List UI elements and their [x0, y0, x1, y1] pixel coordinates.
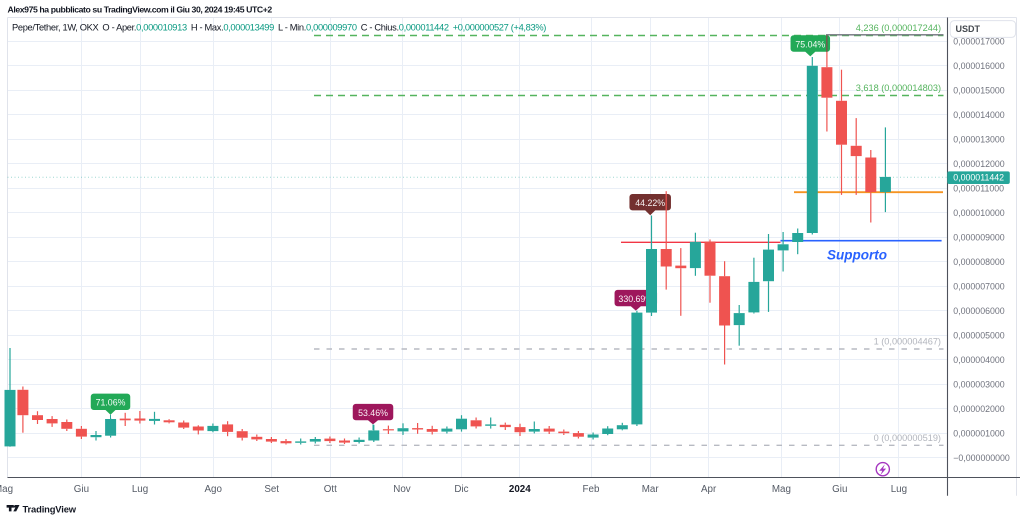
svg-text:Mag: Mag	[772, 484, 791, 495]
svg-text:0,000007000: 0,000007000	[953, 281, 1004, 291]
svg-text:0,000005000: 0,000005000	[953, 330, 1004, 340]
svg-text:Lug: Lug	[891, 484, 907, 495]
svg-text:Alex975 ha pubblicato su Tradi: Alex975 ha pubblicato su TradingView.com…	[8, 4, 273, 14]
svg-text:USDT: USDT	[956, 24, 981, 34]
svg-text:0,000008000: 0,000008000	[953, 257, 1004, 267]
svg-text:Nov: Nov	[393, 484, 411, 495]
svg-text:0,000013000: 0,000013000	[953, 134, 1004, 144]
svg-text:TradingView: TradingView	[23, 503, 77, 514]
svg-text:1 (0,000004467): 1 (0,000004467)	[874, 337, 941, 347]
svg-text:3,618 (0,000014803): 3,618 (0,000014803)	[856, 83, 941, 93]
svg-text:0,000001000: 0,000001000	[953, 428, 1004, 438]
svg-text:Giu: Giu	[832, 484, 847, 495]
svg-text:Mar: Mar	[642, 484, 660, 495]
svg-text:53.46%: 53.46%	[358, 408, 388, 418]
svg-text:Ott: Ott	[324, 484, 337, 495]
svg-text:Lug: Lug	[132, 484, 148, 495]
svg-text:44.22%: 44.22%	[635, 198, 665, 208]
svg-text:0,000015000: 0,000015000	[953, 85, 1004, 95]
svg-text:0,000002000: 0,000002000	[953, 404, 1004, 414]
svg-text:0,000004000: 0,000004000	[953, 355, 1004, 365]
svg-text:−0,000000000: −0,000000000	[953, 453, 1010, 463]
svg-text:2024: 2024	[509, 484, 531, 495]
svg-text:0,000017000: 0,000017000	[953, 36, 1004, 46]
svg-text:Mag: Mag	[0, 484, 13, 495]
svg-text:75.04%: 75.04%	[795, 39, 825, 49]
svg-text:0,000016000: 0,000016000	[953, 61, 1004, 71]
svg-text:0,000009000: 0,000009000	[953, 232, 1004, 242]
svg-text:Giu: Giu	[74, 484, 89, 495]
svg-text:Ago: Ago	[204, 484, 222, 495]
svg-text:0,000011442: 0,000011442	[953, 173, 1004, 183]
svg-text:0,000012000: 0,000012000	[953, 159, 1004, 169]
svg-text:0 (0,000000519): 0 (0,000000519)	[874, 433, 941, 443]
svg-text:Feb: Feb	[583, 484, 600, 495]
svg-text:4,236 (0,000017244): 4,236 (0,000017244)	[856, 23, 941, 33]
svg-text:0,000010000: 0,000010000	[953, 208, 1004, 218]
svg-text:Set: Set	[264, 484, 279, 495]
svg-text:0,000003000: 0,000003000	[953, 379, 1004, 389]
svg-text:0,000014000: 0,000014000	[953, 110, 1004, 120]
svg-text:330.69%: 330.69%	[618, 294, 653, 304]
svg-text:0,000006000: 0,000006000	[953, 306, 1004, 316]
svg-text:Dic: Dic	[454, 484, 468, 495]
svg-text:71.06%: 71.06%	[96, 398, 126, 408]
svg-text:0,000011000: 0,000011000	[953, 183, 1004, 193]
svg-text:Supporto: Supporto	[827, 248, 887, 263]
svg-text:Apr: Apr	[701, 484, 717, 495]
